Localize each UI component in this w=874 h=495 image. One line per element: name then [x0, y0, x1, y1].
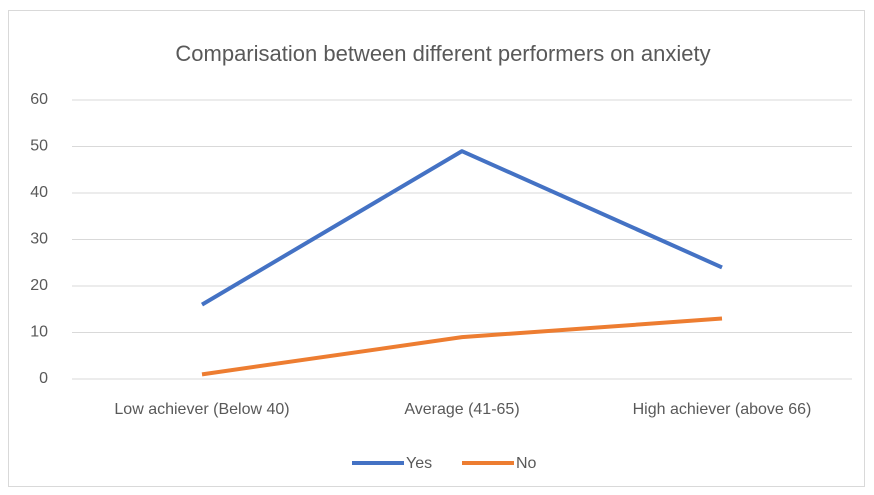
- y-tick-label: 0: [39, 370, 48, 387]
- y-tick-label: 60: [30, 91, 48, 108]
- y-tick-label: 50: [30, 138, 48, 155]
- y-tick-label: 30: [30, 231, 48, 248]
- legend-label: Yes: [406, 455, 432, 472]
- y-tick-label: 20: [30, 277, 48, 294]
- chart-title: Comparisation between different performe…: [175, 41, 710, 66]
- x-tick-label: High achiever (above 66): [633, 401, 812, 418]
- x-tick-label: Average (41-65): [404, 401, 519, 418]
- x-tick-label: Low achiever (Below 40): [114, 401, 289, 418]
- line-series: [201, 316, 723, 377]
- y-tick-label: 10: [30, 324, 48, 341]
- chart-border: [8, 10, 865, 487]
- legend-label: No: [516, 455, 537, 472]
- line-series: [200, 149, 723, 307]
- y-tick-label: 40: [30, 184, 48, 201]
